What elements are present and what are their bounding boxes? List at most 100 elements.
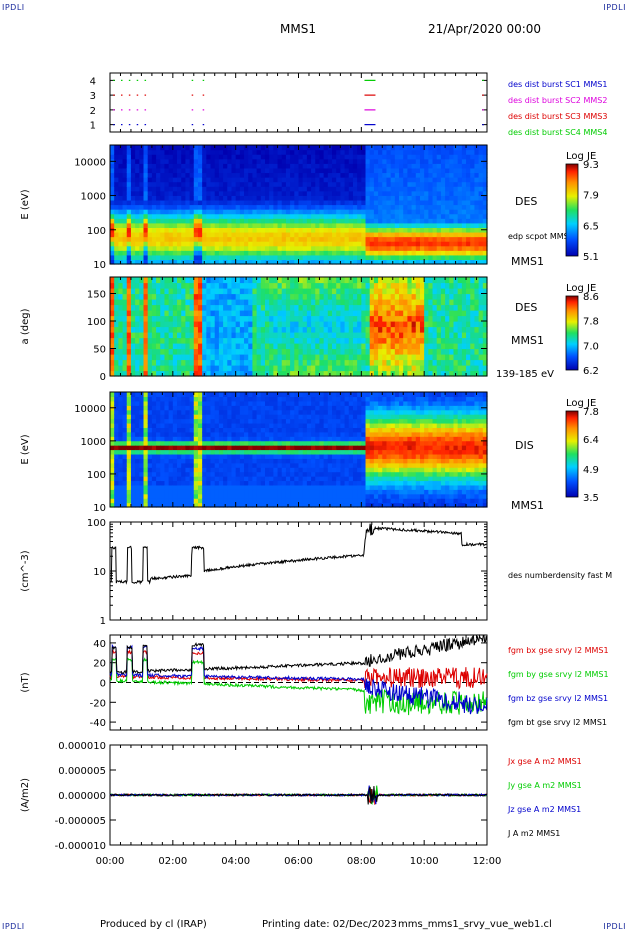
heatmap-cell (193, 293, 199, 300)
heatmap-cell (189, 476, 195, 482)
heatmap-cell (357, 158, 362, 164)
heatmap-cell (223, 354, 228, 361)
heatmap-cell (445, 254, 450, 261)
heatmap-cell (164, 427, 170, 433)
heatmap-cell (352, 245, 358, 251)
heatmap-cell (231, 326, 237, 333)
heatmap-cell (218, 218, 224, 224)
heatmap-cell (323, 218, 329, 224)
heatmap-cell (386, 315, 392, 322)
heatmap-cell (151, 431, 157, 437)
heatmap-cell (172, 172, 178, 178)
heatmap-cell (399, 190, 404, 196)
heatmap-cell (130, 348, 136, 355)
heatmap-cell (440, 149, 446, 155)
heatmap-cell (172, 209, 178, 215)
heatmap-cell (369, 163, 375, 169)
heatmap-cell (139, 222, 145, 228)
heatmap-cell (403, 254, 409, 261)
heatmap-cell (327, 321, 333, 328)
heatmap-cell (197, 458, 203, 464)
heatmap-cell (202, 418, 207, 424)
heatmap-cell (227, 348, 233, 355)
heatmap-cell (357, 186, 362, 192)
heatmap-cell (436, 149, 442, 155)
heatmap-cell (172, 149, 178, 155)
heatmap-cell (118, 245, 124, 251)
heatmap-cell (445, 154, 450, 160)
heatmap-cell (147, 149, 153, 155)
heatmap-cell (428, 236, 434, 242)
heatmap-cell (436, 277, 442, 284)
heatmap-cell (143, 167, 149, 174)
heatmap-cell (478, 254, 484, 261)
heatmap-cell (210, 458, 216, 464)
heatmap-cell (206, 227, 212, 233)
heatmap-cell (294, 288, 300, 295)
heatmap-cell (323, 158, 329, 164)
heatmap-cell (168, 396, 174, 402)
heatmap-cell (386, 241, 392, 247)
heatmap-cell (273, 195, 279, 201)
heatmap-cell (181, 315, 186, 322)
heatmap-cell (273, 172, 279, 178)
heatmap-cell (185, 354, 191, 361)
heatmap-cell (164, 186, 170, 192)
heatmap-cell (373, 343, 379, 350)
heatmap-cell (114, 418, 119, 424)
heatmap-cell (327, 348, 333, 355)
heatmap-cell (378, 321, 383, 328)
heatmap-cell (122, 172, 128, 178)
heatmap-cell (470, 343, 476, 350)
heatmap-cell (428, 158, 434, 164)
heatmap-cell (390, 359, 396, 366)
heatmap-cell (231, 304, 237, 311)
heatmap-cell (177, 310, 182, 317)
heatmap-cell (453, 154, 459, 160)
heatmap-cell (378, 158, 383, 164)
heatmap-cell (457, 190, 463, 196)
heatmap-cell (478, 282, 484, 289)
heatmap-cell (114, 177, 119, 183)
heatmap-cell (332, 163, 337, 169)
heatmap-cell (193, 348, 199, 355)
heatmap-cell (206, 471, 212, 477)
heatmap-cell (130, 359, 136, 366)
heatmap-cell (260, 359, 266, 366)
heatmap-cell (457, 348, 463, 355)
heatmap-cell (193, 449, 199, 455)
heatmap-cell (214, 195, 220, 201)
heatmap-cell (365, 199, 371, 206)
heatmap-cell (319, 337, 325, 344)
heatmap-cell (223, 365, 228, 372)
heatmap-cell (210, 259, 216, 265)
heatmap-cell (147, 163, 153, 169)
heatmap-cell (114, 222, 119, 228)
heatmap-cell (382, 348, 388, 355)
heatmap-cell (273, 282, 279, 289)
heatmap-cell (223, 236, 228, 242)
heatmap-cell (218, 467, 224, 473)
heatmap-cell (156, 158, 161, 164)
heatmap-cell (369, 204, 375, 210)
heatmap-cell (172, 250, 178, 256)
heatmap-cell (227, 259, 233, 265)
heatmap-cell (256, 241, 262, 247)
heatmap-cell (390, 250, 396, 256)
heatmap-cell (197, 222, 203, 228)
heatmap-cell (281, 227, 287, 233)
heatmap-cell (193, 199, 199, 206)
heatmap-cell (130, 310, 136, 317)
heatmap-cell (440, 332, 446, 339)
heatmap-cell (382, 370, 388, 377)
heatmap-cell (126, 462, 132, 468)
heatmap-cell (130, 502, 136, 508)
heatmap-cell (214, 493, 220, 499)
heatmap-cell (323, 167, 329, 174)
heatmap-cell (244, 326, 249, 333)
heatmap-cell (156, 186, 161, 192)
heatmap-cell (231, 310, 237, 317)
heatmap-cell (256, 154, 262, 160)
heatmap-cell (445, 218, 450, 224)
heatmap-cell (327, 177, 333, 183)
